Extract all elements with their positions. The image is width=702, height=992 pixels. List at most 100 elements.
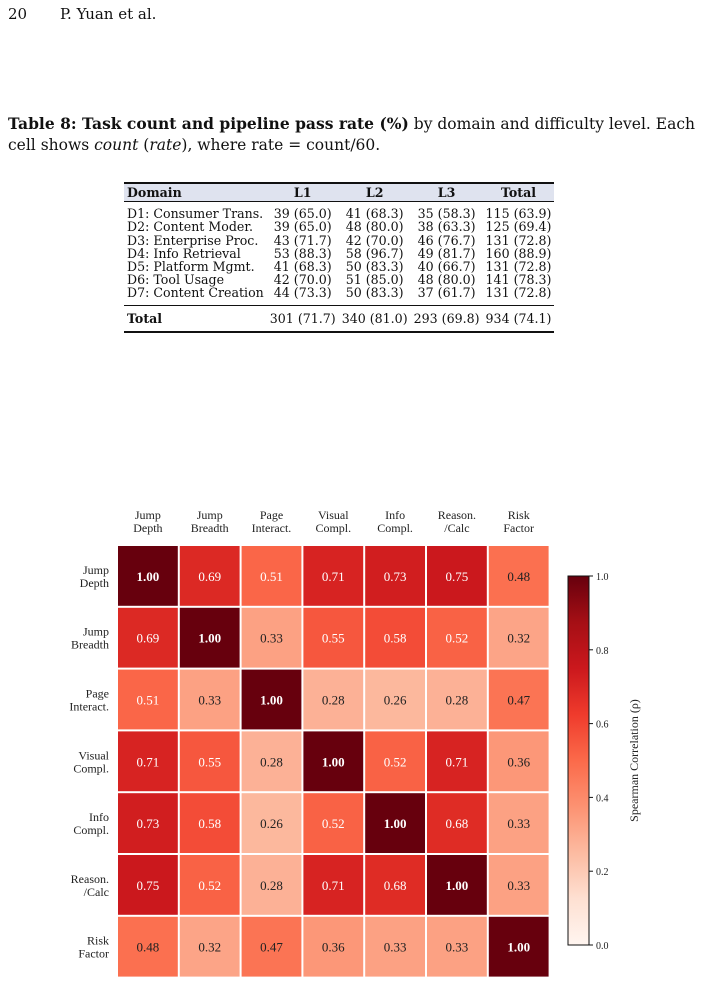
value-cell: 37 (61.7) xyxy=(410,286,483,306)
value-cell: 48 (80.0) xyxy=(417,272,476,288)
value-cell: 46 (76.7) xyxy=(417,232,476,248)
heatmap-cell xyxy=(179,546,240,606)
cell-value-label: 0.69 xyxy=(198,569,221,584)
heatmap-cell xyxy=(118,793,178,853)
colorbar-tick-label: 0.0 xyxy=(596,941,609,952)
heatmap-cell xyxy=(488,793,549,853)
heatmap-cell xyxy=(241,855,302,915)
running-authors: P. Yuan et al. xyxy=(60,5,157,23)
total-cell: 293 (69.8) xyxy=(410,304,483,333)
cell-value-label: 0.73 xyxy=(137,816,160,831)
table-row: D6: Tool Usage 42 (70.0) 51 (85.0) 48 (80.0… xyxy=(124,273,554,286)
cell-value-label: 0.33 xyxy=(198,693,221,708)
table-total-row: Total 301 (71.7) 340 (81.0) 293 (69.8) 934 (… xyxy=(124,304,555,333)
total-cell: 934 (74.1) xyxy=(482,304,555,333)
cell-value-label: 0.33 xyxy=(260,631,283,646)
column-header: L2 xyxy=(338,182,411,203)
value-cell: 51 (85.0) xyxy=(345,272,404,288)
value-cell: 41 (68.3) xyxy=(345,206,404,222)
cell-value-label: 0.33 xyxy=(446,940,469,955)
value-cell: 50 (83.3) xyxy=(338,286,411,306)
value-cell: 43 (71.7) xyxy=(273,232,332,248)
cell-value-label: 0.51 xyxy=(137,693,160,708)
domain-cell: D7: Content Creation xyxy=(124,286,267,306)
heatmap-cell xyxy=(365,916,425,977)
cell-value-label: 0.75 xyxy=(446,569,469,584)
cell-value-label: 0.33 xyxy=(507,816,530,831)
heatmap-cell xyxy=(241,546,302,606)
row-label: Info Compl. xyxy=(73,810,109,837)
total-label: Total xyxy=(124,304,267,333)
row-label: Jump Depth xyxy=(80,563,109,590)
heatmap-cell xyxy=(488,669,549,730)
cell-value-label: 0.68 xyxy=(384,878,407,893)
colorbar-tick-label: 0.2 xyxy=(596,867,609,878)
page-header: 20 P. Yuan et al. xyxy=(8,5,156,23)
cell-value-label: 0.52 xyxy=(384,754,407,769)
total-cell: 340 (81.0) xyxy=(338,304,411,333)
heatmap-cell xyxy=(179,607,240,668)
domain-cell: D6: Tool Usage xyxy=(127,272,225,288)
heatmap-cell xyxy=(179,855,240,915)
table-row: D2: Content Moder. 39 (65.0) 48 (80.0) 38 (… xyxy=(124,220,554,233)
heatmap-cell xyxy=(179,669,240,730)
heatmap-cell xyxy=(427,546,487,606)
cell-value-label: 0.58 xyxy=(198,816,221,831)
cell-value-label: 0.32 xyxy=(507,631,530,646)
row-label: Jump Breadth xyxy=(71,625,109,652)
cell-value-label: 0.52 xyxy=(446,631,469,646)
colorbar-tick-label: 0.8 xyxy=(596,646,609,657)
cell-value-label: 0.55 xyxy=(198,754,221,769)
column-label: Info Compl. xyxy=(377,508,413,535)
heatmap-cell xyxy=(365,669,425,730)
cell-value-label: 0.58 xyxy=(384,631,407,646)
cell-value-label: 0.48 xyxy=(137,940,160,955)
value-cell: 40 (66.7) xyxy=(417,259,476,275)
table-row: D7: Content Creation 44 (73.3) 50 (83.3) 37… xyxy=(124,286,555,306)
cell-value-label: 0.47 xyxy=(507,693,530,708)
colorbar-tick-label: 0.6 xyxy=(596,720,609,731)
heatmap-cell xyxy=(365,731,425,792)
cell-value-label: 1.00 xyxy=(322,754,345,769)
cell-value-label: 0.75 xyxy=(137,878,160,893)
cell-value-label: 0.28 xyxy=(260,878,283,893)
table-caption: Table 8: Task count and pipeline pass ra… xyxy=(8,114,695,154)
heatmap-cell xyxy=(118,855,178,915)
value-cell: 131 (72.8) xyxy=(482,286,555,306)
heatmap-cell xyxy=(241,669,302,730)
heatmap-cell xyxy=(303,669,364,730)
cell-value-label: 0.47 xyxy=(260,940,283,955)
column-label: Page Interact. xyxy=(252,508,292,535)
value-cell: 125 (69.4) xyxy=(485,219,552,235)
value-cell: 49 (81.7) xyxy=(417,245,476,261)
table-row: D4: Info Retrieval 53 (88.3) 58 (96.7) 49 (… xyxy=(124,247,554,260)
cell-value-label: 0.69 xyxy=(137,631,160,646)
cell-value-label: 1.00 xyxy=(260,693,283,708)
cell-value-label: 0.26 xyxy=(260,816,283,831)
column-label: Risk Factor xyxy=(503,508,534,535)
cell-value-label: 0.51 xyxy=(260,569,283,584)
value-cell: 41 (68.3) xyxy=(273,259,332,275)
colorbar-tick-label: 0.4 xyxy=(596,793,609,804)
column-label: Jump Breadth xyxy=(191,508,229,535)
heatmap-cell xyxy=(427,669,487,730)
heatmap-cell xyxy=(303,916,364,977)
column-header: L1 xyxy=(266,182,339,203)
task-count-table: Domain L1 L2 L3 Total D1: Consumer Trans. 39 (… xyxy=(124,182,555,333)
table-row: D5: Platform Mgmt. 41 (68.3) 50 (83.3) 40 (… xyxy=(124,260,554,273)
value-cell: 44 (73.3) xyxy=(266,286,339,306)
column-label: Reason./Calc xyxy=(438,508,476,535)
colorbar-tick-label: 1.0 xyxy=(596,572,609,583)
row-label: Page Interact. xyxy=(69,687,109,714)
heatmap-cell xyxy=(303,731,364,792)
heatmap-cell xyxy=(427,916,487,977)
colorbar-label: Spearman Correlation (ρ) xyxy=(627,699,641,822)
heatmap-cell xyxy=(303,546,364,606)
heatmap-cell xyxy=(179,793,240,853)
value-cell: 48 (80.0) xyxy=(345,219,404,235)
heatmap-cell xyxy=(241,793,302,853)
value-cell: 160 (88.9) xyxy=(485,245,552,261)
column-label: Jump Depth xyxy=(133,508,162,535)
heatmap-cell xyxy=(427,607,487,668)
cell-value-label: 0.32 xyxy=(198,940,221,955)
